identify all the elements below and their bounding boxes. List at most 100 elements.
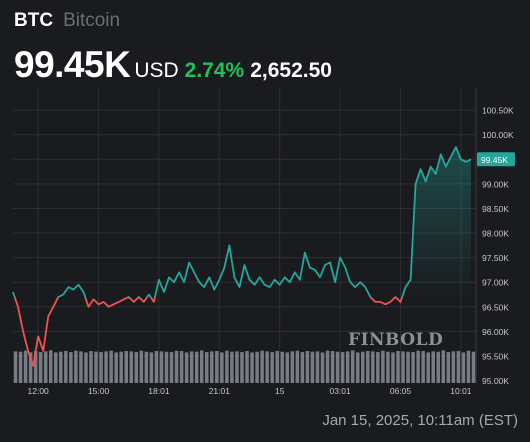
quote-header: BTC Bitcoin 99.45K USD 2.74% 2,652.50 — [14, 10, 514, 86]
volume-bar — [411, 352, 415, 383]
y-tick-label: 99.00K — [482, 179, 509, 189]
volume-bar — [13, 351, 18, 383]
price-change-percent: 2.74% — [184, 59, 245, 82]
symbol-row: BTC Bitcoin — [14, 10, 514, 36]
volume-bar — [320, 352, 325, 383]
volume-bar — [134, 352, 139, 383]
volume-bar — [230, 351, 234, 383]
y-tick-label: 97.50K — [482, 253, 509, 263]
volume-bar — [174, 350, 179, 383]
volume-bar — [401, 351, 405, 383]
volume-bar — [124, 351, 128, 383]
volume-bar — [285, 352, 290, 383]
volume-bar — [64, 351, 68, 383]
volume-bar — [255, 351, 259, 383]
volume-bar — [340, 352, 345, 383]
volume-bar — [436, 351, 441, 383]
volume-bar — [28, 352, 33, 383]
volume-bar — [94, 351, 98, 383]
volume-bar — [114, 352, 118, 383]
price-line-up — [12, 146, 472, 297]
volume-bar — [215, 351, 219, 383]
timestamp: Jan 15, 2025, 10:11am (EST) — [322, 412, 518, 429]
last-price-label: 99.45K — [481, 155, 508, 165]
volume-bar — [250, 352, 254, 383]
price-area-fill — [410, 147, 471, 297]
volume-bar — [426, 352, 430, 383]
finbold-watermark: FINBOLD — [348, 330, 443, 350]
volume-bar — [275, 351, 279, 383]
volume-bar — [471, 351, 476, 383]
price-currency: USD — [134, 59, 179, 82]
x-tick-label: 03:01 — [329, 386, 351, 396]
volume-bar — [265, 351, 269, 383]
volume-bar — [220, 352, 224, 383]
volume-bar — [225, 350, 229, 383]
volume-bar — [79, 351, 83, 383]
x-tick-label: 12:00 — [28, 386, 50, 396]
volume-bar — [371, 351, 375, 383]
volume-bar — [129, 351, 134, 383]
volume-bar — [451, 351, 456, 383]
volume-bar — [260, 350, 264, 383]
volume-bar — [89, 351, 93, 383]
volume-bar — [396, 351, 400, 383]
volume-bar — [144, 351, 149, 383]
x-tick-label: 18:01 — [148, 386, 170, 396]
volume-bar — [149, 352, 154, 383]
volume-bar — [18, 351, 23, 383]
volume-bar — [421, 351, 425, 383]
asset-name: Bitcoin — [63, 10, 121, 31]
price-line — [12, 146, 472, 367]
volume-bar — [84, 352, 88, 383]
volume-bar — [164, 351, 169, 383]
volume-bar — [69, 352, 73, 383]
x-tick-label: 10:01 — [450, 386, 472, 396]
volume-bar — [270, 352, 274, 383]
price-change-absolute: 2,652.50 — [250, 59, 332, 82]
y-tick-label: 98.00K — [482, 229, 509, 239]
y-tick-label: 95.00K — [482, 376, 509, 386]
x-tick-label: 21:01 — [209, 386, 231, 396]
volume-bars — [13, 350, 476, 383]
volume-bar — [194, 351, 199, 383]
volume-bar — [416, 350, 420, 383]
volume-bar — [381, 350, 385, 383]
price-area — [410, 147, 471, 297]
volume-bar — [300, 352, 305, 383]
volume-bar — [189, 351, 194, 383]
price-row: 99.45K USD 2.74% 2,652.50 — [14, 44, 514, 86]
volume-bar — [441, 350, 446, 383]
volume-bar — [184, 352, 189, 383]
volume-bar — [355, 352, 360, 383]
y-tick-label: 95.50K — [482, 351, 509, 361]
volume-bar — [245, 351, 249, 383]
volume-bar — [33, 351, 38, 383]
volume-bar — [38, 352, 43, 383]
volume-bar — [235, 351, 239, 383]
volume-bar — [54, 352, 58, 383]
volume-bar — [159, 351, 164, 383]
volume-bar — [240, 352, 244, 383]
volume-bar — [406, 351, 410, 383]
volume-bar — [310, 351, 315, 383]
ticker-symbol: BTC — [14, 10, 54, 31]
volume-bar — [330, 351, 335, 383]
volume-bar — [325, 350, 330, 383]
volume-bar — [139, 350, 144, 383]
last-price-tag — [477, 152, 515, 167]
volume-bar — [376, 352, 380, 383]
volume-bar — [154, 351, 159, 383]
y-tick-label: 96.50K — [482, 302, 509, 312]
y-tick-label: 97.00K — [482, 278, 509, 288]
volume-bar — [446, 352, 451, 383]
x-tick-label: 15 — [275, 386, 285, 396]
volume-bar — [169, 352, 174, 383]
volume-bar — [43, 351, 48, 383]
volume-bar — [204, 352, 209, 383]
volume-bar — [461, 352, 466, 383]
volume-bar — [23, 350, 28, 383]
x-tick-label: 06:05 — [390, 386, 412, 396]
volume-bar — [48, 350, 53, 383]
